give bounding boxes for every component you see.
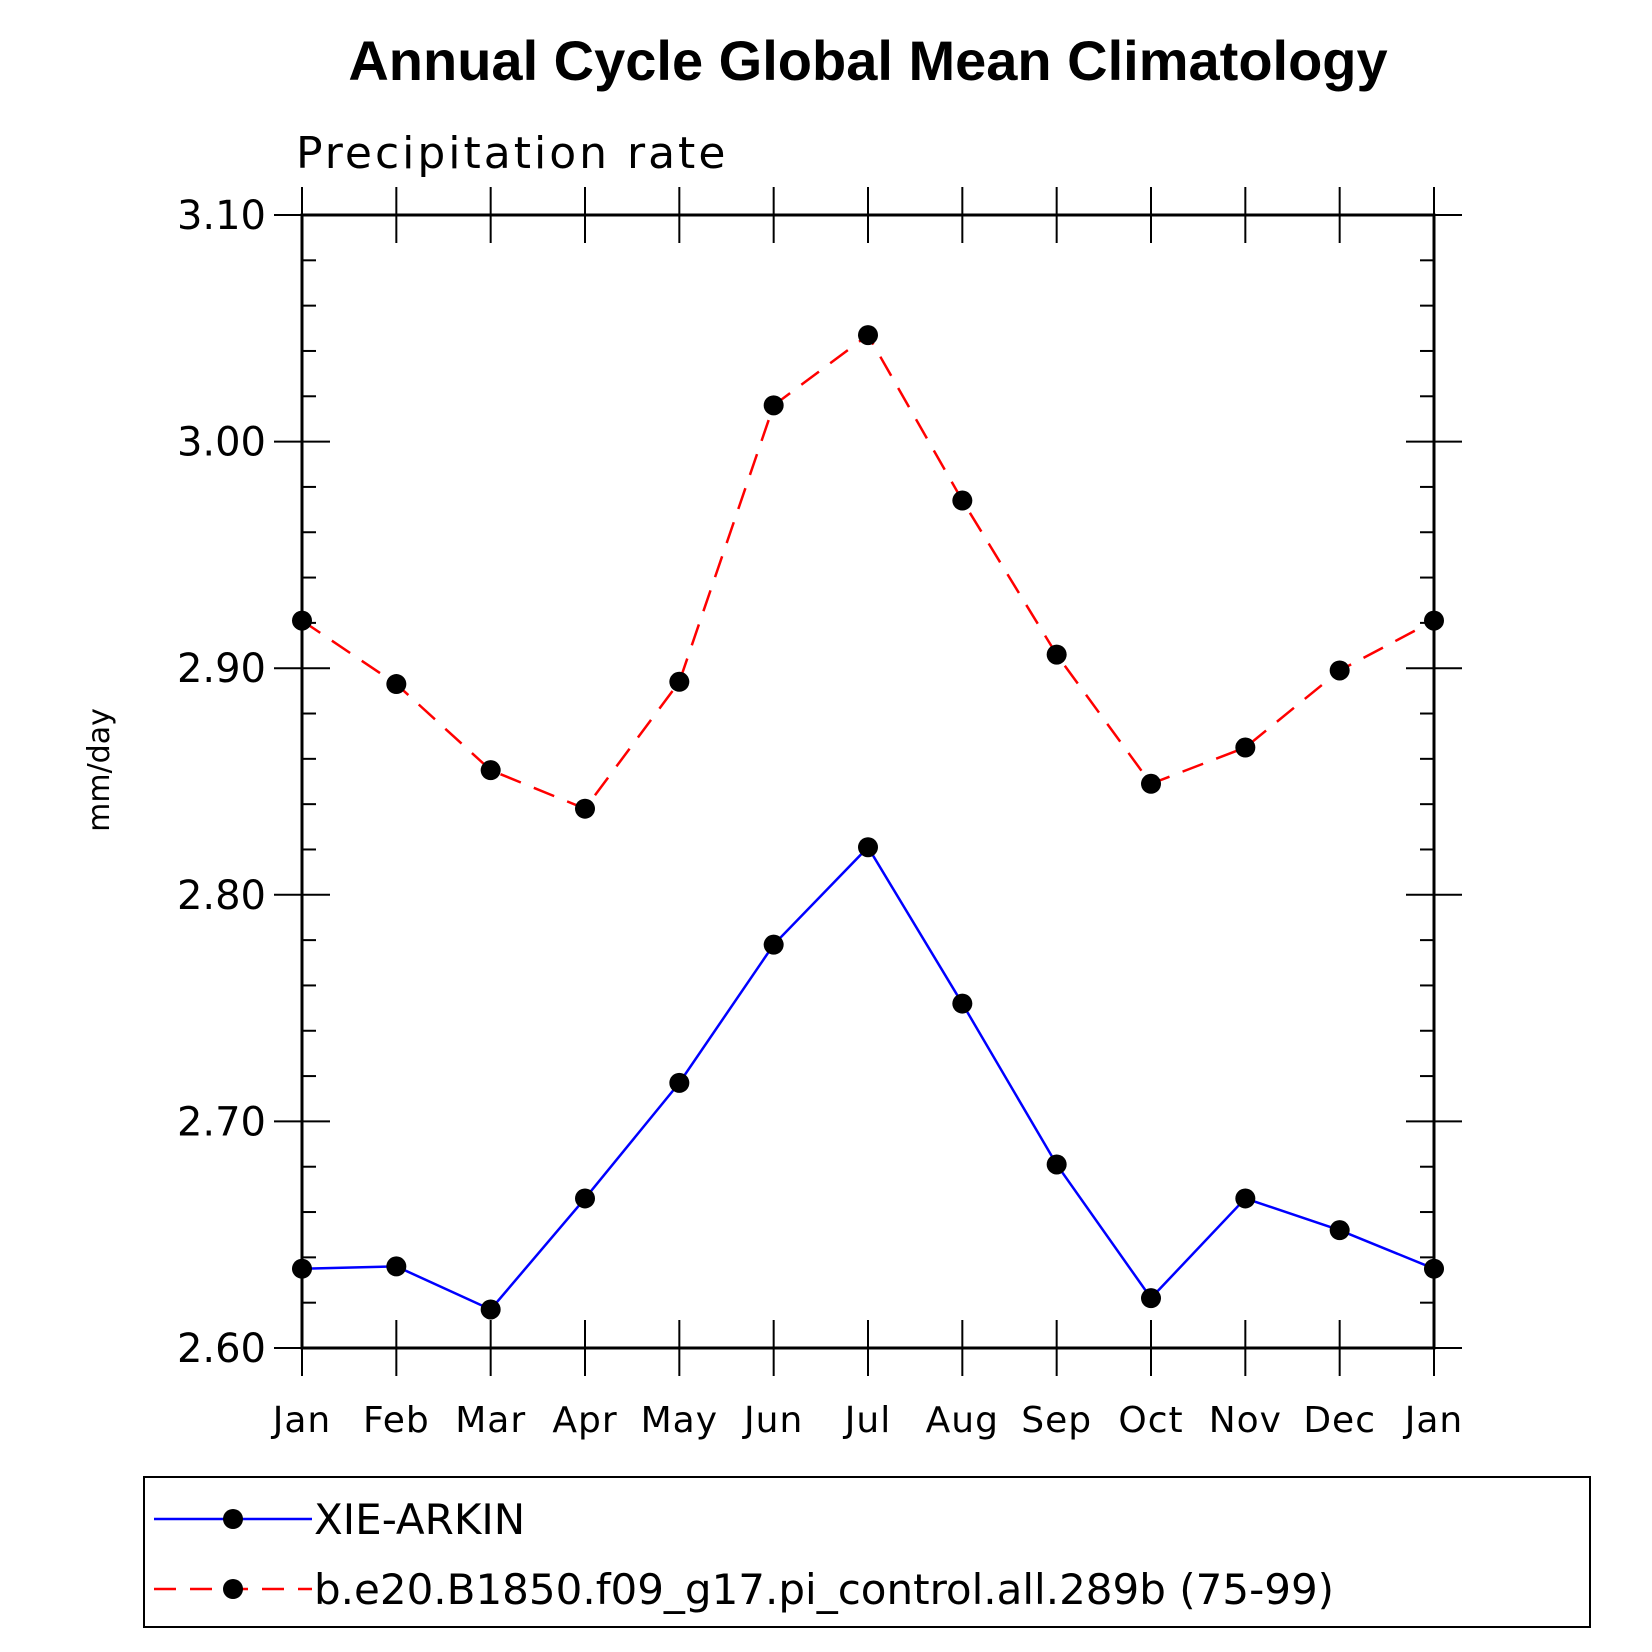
plot-area: 2.60 2.70 2.80 2.90 3.00 3.10 Jan Feb Mar Apr May J…: [177, 187, 1464, 1441]
series-1-point: [763, 934, 784, 955]
series-2-point: [1141, 773, 1161, 794]
series-1-point: [1046, 1154, 1067, 1175]
series-2-point: [763, 395, 784, 416]
series-1-point: [1141, 1288, 1161, 1309]
y-tick-label: 2.70: [177, 1099, 266, 1145]
series-1-point: [858, 837, 878, 858]
chart-title: Annual Cycle Global Mean Climatology: [348, 29, 1387, 92]
x-tick-label: Jan: [271, 1400, 332, 1441]
x-tick-label: Feb: [363, 1400, 430, 1441]
series-2-point: [386, 674, 407, 695]
chart-subtitle: Precipitation rate: [296, 128, 728, 179]
series-2-point: [1424, 610, 1444, 631]
series-2-point: [480, 760, 501, 781]
series-2-point: [1235, 737, 1256, 758]
legend-label-1: XIE-ARKIN: [314, 1495, 525, 1544]
plot-frame: [300, 213, 1436, 1350]
y-tick-label: 2.60: [177, 1326, 266, 1372]
x-tick-label: Nov: [1209, 1400, 1282, 1441]
x-tick-label: May: [641, 1400, 718, 1441]
series-1-point: [1235, 1188, 1256, 1209]
series-2-point: [292, 610, 312, 631]
series-1-point: [480, 1299, 501, 1320]
series-1-point: [1424, 1258, 1444, 1279]
series-1-point: [386, 1256, 407, 1277]
x-tick-label: Jan: [1403, 1400, 1464, 1441]
y-tick-label: 3.00: [177, 420, 266, 466]
legend-box: [143, 1476, 1591, 1628]
x-tick-label: Jul: [843, 1400, 891, 1441]
x-tick-label: Dec: [1303, 1400, 1376, 1441]
y-tick-label: 2.80: [177, 873, 266, 919]
x-tick-label: Jun: [742, 1400, 803, 1441]
series-2-point: [1046, 644, 1067, 665]
legend-marker-2: [223, 1579, 243, 1599]
x-tick-label: Aug: [926, 1400, 999, 1441]
series-line-1: [301, 845, 1435, 1312]
y-tick-label: 2.90: [177, 646, 266, 692]
x-tick-label: Oct: [1118, 1400, 1183, 1441]
series-2-point: [952, 490, 973, 511]
series-2-point: [858, 325, 878, 346]
x-tick-label: Sep: [1021, 1400, 1092, 1441]
series-2-point: [575, 798, 595, 819]
series-1-point: [575, 1188, 595, 1209]
series-2-point: [1329, 660, 1350, 681]
legend-label-2: b.e20.B1850.f09_g17.pi_control.all.289b …: [314, 1565, 1334, 1614]
x-tick-label: Apr: [552, 1400, 617, 1441]
series-1-point: [952, 993, 973, 1014]
y-tick-label: 3.10: [177, 193, 266, 239]
y-axis-label: mm/day: [82, 708, 117, 832]
x-tick-label: Mar: [455, 1400, 526, 1441]
legend: XIE-ARKIN b.e20.B1850.f09_g17.pi_control.…: [143, 1476, 1591, 1628]
legend-marker-1: [223, 1509, 243, 1529]
series-1-point: [1329, 1220, 1350, 1241]
series-1-point: [669, 1072, 690, 1093]
series-2-point: [669, 671, 690, 692]
series-line-2: [301, 333, 1435, 811]
series-1-point: [292, 1258, 312, 1279]
